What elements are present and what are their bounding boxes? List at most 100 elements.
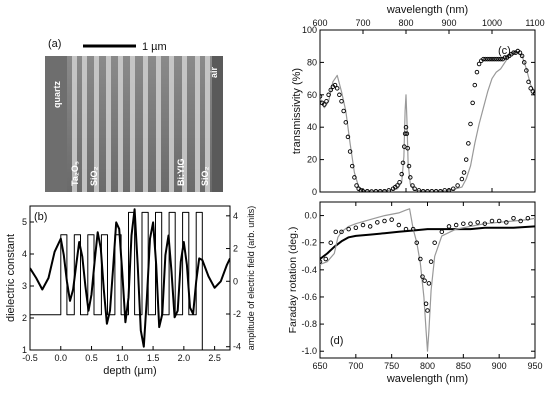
data-point-c xyxy=(446,188,452,192)
air-region xyxy=(212,56,223,192)
data-point-c xyxy=(322,102,327,107)
y-tick-label: 0 xyxy=(312,187,317,197)
data-point-c xyxy=(341,108,346,114)
data-point-c xyxy=(402,144,407,149)
data-point-c xyxy=(360,188,366,192)
data-point-d xyxy=(382,218,387,224)
data-point-c xyxy=(399,171,404,177)
data-point-c xyxy=(476,61,482,67)
data-point-c xyxy=(487,56,493,62)
data-point-c xyxy=(337,92,342,98)
data-point-c xyxy=(339,99,344,104)
data-point-d xyxy=(453,222,459,228)
multilayer-stripes xyxy=(72,56,210,192)
data-point-d xyxy=(403,226,409,232)
data-point-c xyxy=(369,189,374,192)
data-point-c xyxy=(404,131,410,136)
data-point-c xyxy=(438,188,443,192)
x-tick-label: 750 xyxy=(384,361,399,371)
data-point-c xyxy=(420,188,426,192)
data-point-d xyxy=(418,256,423,262)
y-axis-label-b: dielectric constant xyxy=(5,234,17,322)
sem-stripe-7 xyxy=(143,56,148,192)
series-group-b xyxy=(30,208,230,350)
data-point-c xyxy=(400,160,406,166)
series-line-c-1 xyxy=(320,52,535,192)
data-point-d xyxy=(367,224,373,229)
y-tick-label: 3 xyxy=(22,281,27,291)
data-point-c xyxy=(345,134,351,140)
data-point-d xyxy=(461,221,466,226)
data-point-c xyxy=(354,183,359,188)
x-tick-label-top: 900 xyxy=(441,18,456,28)
data-point-c xyxy=(425,188,430,192)
y-tick-label-right: -4 xyxy=(233,342,241,352)
data-point-d xyxy=(423,301,429,306)
data-point-d xyxy=(420,274,425,279)
data-point-d xyxy=(414,240,420,245)
data-point-d xyxy=(428,259,434,264)
x-axis-label-d: wavelength (nm) xyxy=(386,373,468,385)
data-point-d xyxy=(439,229,445,235)
data-point-c xyxy=(468,121,473,127)
y-axis-label-right-b: amplitude of electric field (arb. units) xyxy=(246,206,256,351)
data-point-c xyxy=(489,56,495,62)
data-point-d xyxy=(525,216,531,221)
x-tick-label-top: 1000 xyxy=(482,18,502,28)
x-tick-label: 1.0 xyxy=(116,353,129,363)
data-point-d xyxy=(489,218,495,224)
sem-stripe-2 xyxy=(82,56,87,192)
panel-c: 600 700 800 900 1000 1100 0 20 40 60 80 100 (c) wavel… xyxy=(291,4,545,197)
data-point-c xyxy=(347,149,353,154)
x-axis-label-c: wavelength (nm) xyxy=(386,4,468,16)
plot-frame-b xyxy=(29,205,231,351)
data-point-d xyxy=(328,240,334,245)
x-tick-label: 700 xyxy=(348,361,363,371)
label-ta2o5: Ta₂O₅ xyxy=(70,161,80,186)
x-tick-label: 2.0 xyxy=(178,353,191,363)
data-point-c xyxy=(350,163,355,169)
x-tick-label-top: 600 xyxy=(312,18,327,28)
x-tick-label: 0.5 xyxy=(85,353,98,363)
data-point-c xyxy=(455,183,460,188)
data-point-d xyxy=(320,259,323,264)
data-point-c xyxy=(365,188,370,192)
y-tick-label: -0.6 xyxy=(301,292,317,302)
data-point-d xyxy=(475,220,480,225)
data-point-c xyxy=(466,141,471,146)
data-point-c xyxy=(522,60,527,65)
data-point-d xyxy=(346,226,351,232)
data-point-d xyxy=(425,308,430,313)
data-point-d xyxy=(360,222,366,228)
data-point-c xyxy=(494,56,499,62)
data-point-c xyxy=(332,82,338,88)
x-tick-label: 650 xyxy=(312,361,327,371)
data-point-c xyxy=(519,53,525,59)
x-tick-label-top: 1100 xyxy=(525,18,544,28)
data-point-d xyxy=(339,229,344,235)
data-point-c xyxy=(408,175,413,180)
y-tick-label-right: 4 xyxy=(233,211,238,221)
data-point-c xyxy=(412,186,417,192)
data-point-c xyxy=(397,180,402,185)
data-point-c xyxy=(474,69,480,75)
data-point-c xyxy=(502,55,508,60)
x-tick-label: 900 xyxy=(492,361,507,371)
panel-label-d: (d) xyxy=(330,335,343,347)
data-point-c xyxy=(496,56,501,62)
data-point-c xyxy=(472,82,478,88)
data-point-c xyxy=(416,188,422,192)
data-point-c xyxy=(405,146,410,151)
y-tick-label-right: -2 xyxy=(233,309,241,319)
label-air: air xyxy=(209,66,219,78)
panel-a-label: (a) xyxy=(48,38,61,50)
y-tick-label: 2 xyxy=(22,313,27,323)
data-point-c xyxy=(410,183,415,188)
data-point-c xyxy=(498,56,503,62)
data-point-d xyxy=(468,221,473,226)
x-tick-label: 850 xyxy=(456,361,471,371)
data-point-d xyxy=(353,225,359,231)
data-point-c xyxy=(528,86,533,91)
y-tick-label: 60 xyxy=(307,90,317,100)
